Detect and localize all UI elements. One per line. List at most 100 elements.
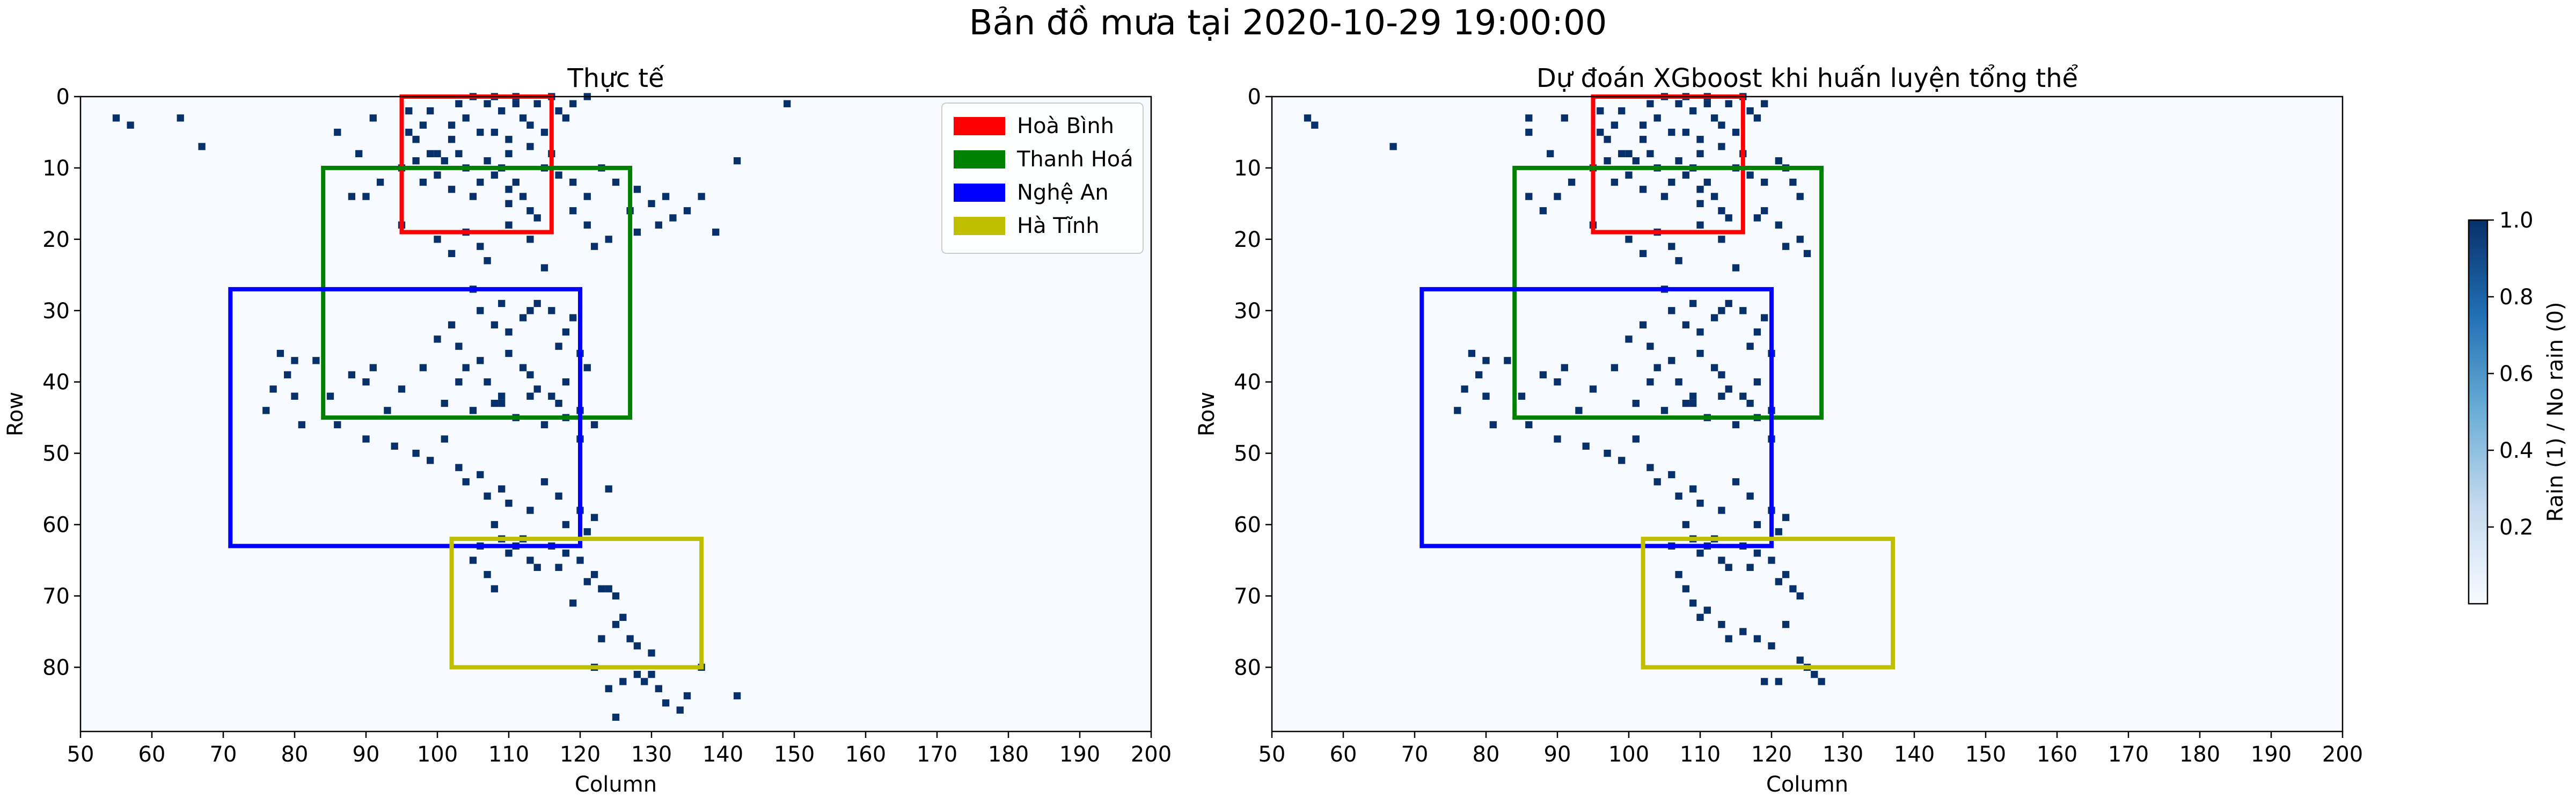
rain-cell [1561, 114, 1568, 122]
rain-cell [633, 228, 641, 236]
rain-cell [533, 214, 541, 222]
rain-cell [1618, 107, 1626, 115]
rain-cell [1725, 214, 1732, 222]
colorbar-tick-label: 0.4 [2499, 438, 2534, 463]
rain-cell [576, 557, 584, 564]
rain-cell [1611, 178, 1619, 186]
rain-cell [1525, 193, 1533, 200]
rain-cell [455, 100, 463, 107]
rain-cell [1547, 150, 1554, 157]
x-tick-label: 120 [1751, 742, 1792, 767]
rain-cell [491, 585, 499, 592]
rain-cell [641, 678, 648, 685]
rain-cell [612, 178, 620, 186]
rain-cell [526, 121, 534, 129]
rain-cell [1668, 357, 1675, 364]
region-box-1 [321, 165, 633, 420]
figure-suptitle: Bản đồ mưa tại 2020-10-29 19:00:00 [969, 3, 1607, 43]
rain-cell [1732, 128, 1740, 136]
rain-cell [1782, 243, 1790, 250]
rain-cell [1818, 678, 1825, 685]
rain-cell [555, 492, 562, 500]
legend-box [941, 103, 1144, 254]
rain-cell [1525, 421, 1533, 429]
rain-cell [1696, 186, 1704, 193]
rain-cell [1796, 592, 1804, 600]
rain-cell [1525, 128, 1533, 136]
rain-cell [1796, 656, 1804, 664]
rain-cell [362, 378, 370, 386]
rain-cell [1782, 620, 1790, 628]
rain-cell [1611, 364, 1619, 371]
rain-cell [455, 464, 463, 471]
rain-cell [1775, 678, 1782, 685]
x-axis-label: Column [1766, 772, 1848, 797]
rain-cell [526, 143, 534, 150]
panel-xgboost-prediction: 50 60 70 80 90 100 110 120 130 140 150 160 170 180 190… [1195, 63, 2363, 797]
rain-cell [491, 399, 499, 407]
rain-cell [312, 357, 320, 364]
rain-cell [612, 713, 620, 721]
rain-cell [369, 114, 377, 122]
colorbar-tick-label: 1.0 [2499, 208, 2534, 233]
rain-cell [1639, 250, 1647, 258]
region-box-2 [1419, 287, 1774, 548]
rain-cell [1646, 464, 1654, 471]
rain-cell [334, 421, 341, 429]
rain-cell [548, 307, 555, 314]
rain-cell [1482, 392, 1490, 400]
x-tick-label: 170 [917, 742, 957, 767]
y-tick-label: 30 [42, 299, 70, 324]
rain-cell [1660, 193, 1668, 200]
rain-cell [269, 385, 277, 393]
rain-cell [198, 143, 206, 150]
rain-cell [1668, 243, 1675, 250]
rain-cell [291, 392, 298, 400]
rain-cell [555, 564, 562, 571]
rain-cell [590, 570, 598, 579]
rain-cell [1682, 585, 1690, 592]
x-tick-label: 140 [702, 742, 743, 767]
rain-cell [1696, 613, 1704, 621]
rain-cell [1696, 221, 1704, 229]
x-tick-label: 130 [1823, 742, 1863, 767]
rain-cell [1696, 328, 1704, 336]
rain-cell [1660, 407, 1668, 414]
rain-cell [1746, 107, 1754, 115]
x-tick-label: 180 [2179, 742, 2220, 767]
rain-cell [477, 471, 484, 479]
axes-frame [1271, 96, 2344, 733]
rain-cell [1504, 357, 1511, 364]
rain-cell [784, 100, 791, 107]
legend-label-0: Hoà Bình [1017, 114, 1114, 138]
x-tick-label: 50 [1258, 742, 1286, 767]
rain-cell [1696, 550, 1704, 557]
rain-cell [655, 685, 662, 692]
rain-cell [477, 307, 484, 314]
rain-cell [1689, 485, 1697, 493]
region-box-3 [449, 537, 704, 670]
rain-cell [1682, 321, 1690, 328]
rain-cell [1739, 392, 1747, 400]
rain-cell [505, 136, 513, 143]
rain-cell [1746, 342, 1754, 350]
rain-cell [1518, 392, 1526, 400]
rain-cell [1489, 421, 1497, 429]
rain-cell [662, 699, 670, 707]
rain-cell [1568, 178, 1576, 186]
rain-cell [555, 342, 562, 350]
rain-cell [519, 364, 527, 371]
rain-cell [355, 150, 363, 157]
rain-cell [626, 635, 634, 642]
rain-cell [1618, 457, 1626, 464]
rain-cell [1718, 620, 1725, 628]
legend-label-3: Hà Tĩnh [1017, 214, 1100, 238]
panel-title: Dự đoán XGboost khi huấn luyện tổng thể [1536, 63, 2079, 93]
colorbar: 0.2 0.4 0.6 0.8 1.0 Rain (1) / No rain (0) [2468, 208, 2568, 605]
rain-cell [569, 314, 577, 321]
colorbar-gradient [2468, 219, 2489, 605]
rain-cell [633, 671, 641, 678]
rain-cell [1753, 114, 1761, 122]
rain-cell [562, 378, 570, 386]
rain-cell [1475, 371, 1483, 379]
